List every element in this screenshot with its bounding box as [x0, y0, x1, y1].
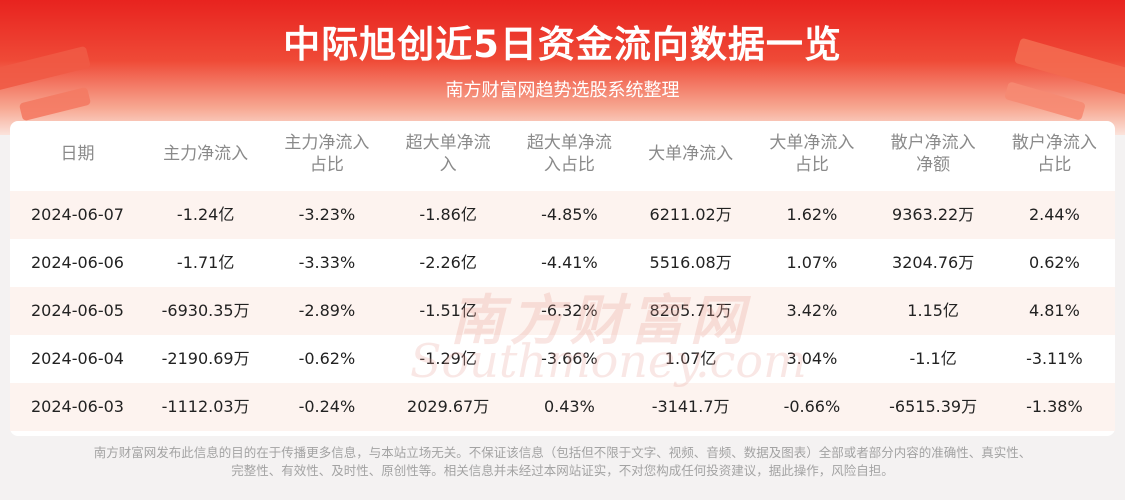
table-cell: 5516.08万: [649, 253, 732, 272]
table-cell: 9363.22万: [892, 205, 975, 224]
table-cell: -6930.35万: [161, 301, 250, 320]
table-cell: -0.24%: [298, 397, 356, 416]
table-cell: -6515.39万: [889, 397, 978, 416]
table-cell: 2024-06-06: [31, 253, 124, 272]
table-cell: 6211.02万: [649, 205, 732, 224]
page-subtitle: 南方财富网趋势选股系统整理: [445, 80, 680, 101]
table-cell: -4.85%: [541, 205, 598, 224]
column-header-large-net-inflow: 大单净流入: [648, 144, 734, 164]
table-cell: -0.66%: [783, 397, 841, 416]
table-row: 2024-06-03 -1112.03万 -0.24% 2029.67万 0.4…: [10, 383, 1115, 431]
header-banner: 中际旭创近5日资金流向数据一览 南方财富网趋势选股系统整理: [0, 0, 1125, 135]
table-cell: -1.1亿: [909, 349, 957, 368]
table-cell: -2.26亿: [419, 253, 477, 272]
table-cell: 0.43%: [543, 397, 595, 416]
table-cell: 1.07亿: [664, 349, 717, 368]
table-cell: -3141.7万: [651, 397, 730, 416]
table-row: 2024-06-06 -1.71亿 -3.33% -2.26亿 -4.41% 5…: [10, 239, 1115, 287]
table-cell: 8205.71万: [649, 301, 732, 320]
table-cell: 3.42%: [786, 301, 838, 320]
table-cell: -1.71亿: [176, 253, 235, 272]
table-cell: -0.62%: [298, 349, 356, 368]
table-cell: 2024-06-07: [31, 205, 124, 224]
table-cell: -3.33%: [298, 253, 356, 272]
data-table: 日期 主力净流入 主力净流入 占比 超大单净流入 超大单净流 入占比 大单净流入 大…: [10, 121, 1115, 436]
table-cell: -2190.69万: [161, 349, 250, 368]
table-cell: -1.38%: [1026, 397, 1083, 416]
table-cell: -3.66%: [541, 349, 598, 368]
column-header-retail-net-amount: 散户净流入 净额: [890, 133, 976, 175]
table-cell: -3.23%: [298, 205, 356, 224]
table-cell: 1.15亿: [907, 301, 959, 320]
table-cell: -6.32%: [541, 301, 598, 320]
table-cell: 2029.67万: [407, 397, 490, 416]
page-title: 中际旭创近5日资金流向数据一览: [283, 23, 842, 66]
table-cell: 2024-06-05: [31, 301, 124, 320]
table-row: 2024-06-04 -2190.69万 -0.62% -1.29亿 -3.66…: [10, 335, 1115, 383]
disclaimer-line: 南方财富网发布此信息的目的在于传播更多信息，与本站立场无关。不保证该信息（包括但…: [93, 445, 1032, 460]
table-cell: -3.11%: [1026, 349, 1083, 368]
table-cell: -1112.03万: [161, 397, 250, 416]
table-cell: -1.86亿: [419, 205, 477, 224]
table-cell: 1.62%: [786, 205, 838, 224]
table-cell: 3204.76万: [892, 253, 975, 272]
column-header-large-net-ratio: 大单净流入 占比: [769, 133, 855, 175]
table-cell: 1.07%: [786, 253, 838, 272]
table-cell: -1.51亿: [419, 301, 477, 320]
table-cell: 3.04%: [786, 349, 838, 368]
disclaimer: 南方财富网发布此信息的目的在于传播更多信息，与本站立场无关。不保证该信息（包括但…: [30, 444, 1095, 480]
table-cell: 0.62%: [1028, 253, 1080, 272]
table-cell: 2.44%: [1028, 205, 1080, 224]
column-header-xl-net-inflow: 超大单净流入: [405, 133, 491, 175]
table-cell: -1.29亿: [419, 349, 477, 368]
table-cell: 4.81%: [1028, 301, 1080, 320]
table-cell: -1.24亿: [176, 205, 235, 224]
table-header-row: 日期 主力净流入 主力净流入 占比 超大单净流入 超大单净流 入占比 大单净流入 大…: [10, 121, 1115, 187]
column-header-xl-net-ratio: 超大单净流 入占比: [526, 133, 612, 175]
table-cell: 2024-06-04: [31, 349, 124, 368]
column-header-retail-net-ratio: 散户净流入 占比: [1011, 133, 1097, 175]
table-row: 2024-06-05 -6930.35万 -2.89% -1.51亿 -6.32…: [10, 287, 1115, 335]
column-header-main-net-ratio: 主力净流入 占比: [284, 133, 370, 175]
column-header-date: 日期: [60, 144, 95, 164]
disclaimer-line: 完整性、有效性、及时性、原创性等。相关信息并未经过本网站证实，不对您构成任何投资…: [231, 463, 894, 478]
table-cell: -4.41%: [541, 253, 598, 272]
column-header-main-net-inflow: 主力净流入: [163, 144, 249, 164]
table-cell: 2024-06-03: [31, 397, 124, 416]
table-cell: -2.89%: [298, 301, 356, 320]
table-row: 2024-06-07 -1.24亿 -3.23% -1.86亿 -4.85% 6…: [10, 191, 1115, 239]
